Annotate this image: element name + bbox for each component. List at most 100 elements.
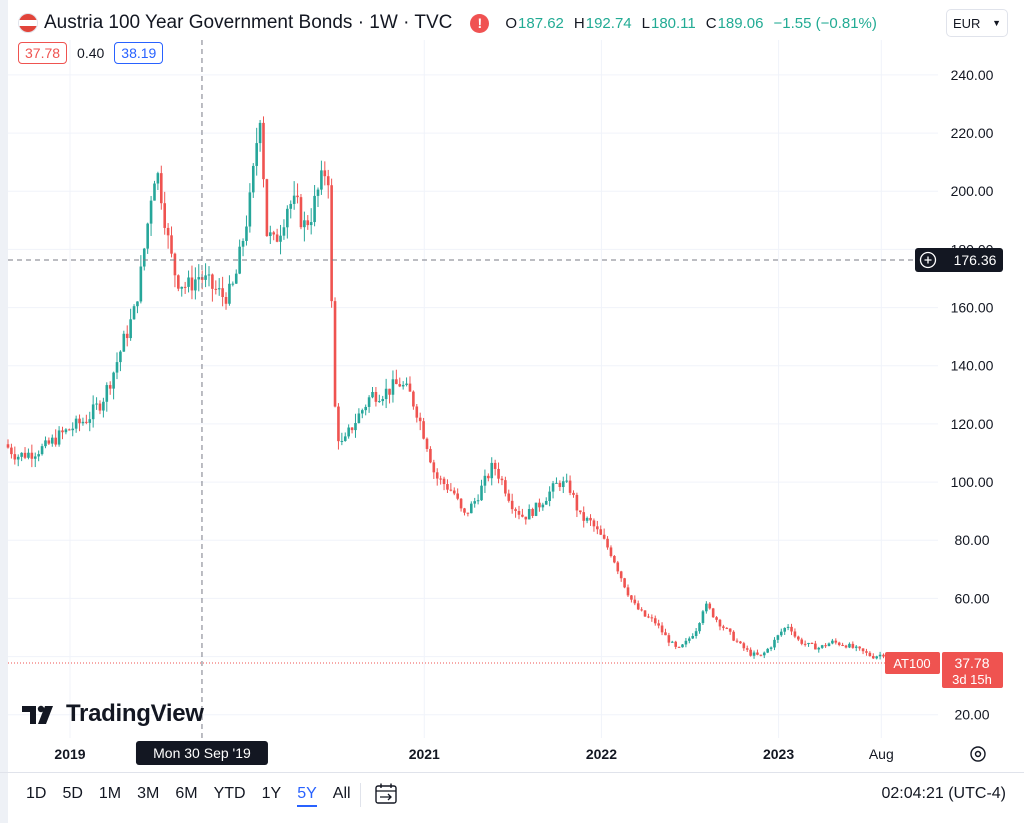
candle-body <box>469 503 473 514</box>
candle-body <box>555 482 558 484</box>
candle-body <box>582 512 586 521</box>
candle-body <box>357 413 361 424</box>
candle-body <box>647 616 650 618</box>
candle-body <box>749 649 752 656</box>
candle-body <box>674 641 677 647</box>
candle-body <box>163 203 167 228</box>
candle-body <box>790 626 793 632</box>
warning-icon[interactable]: ! <box>470 13 490 33</box>
timeframe-5y[interactable]: 5Y <box>297 785 317 807</box>
indicator-left-value[interactable]: 37.78 <box>18 42 68 64</box>
candle-body <box>398 384 402 387</box>
change-value: −1.55 (−0.81%) <box>773 14 877 32</box>
candle-body <box>429 448 432 463</box>
candle-body <box>609 547 613 557</box>
symbol-title[interactable]: Austria 100 Year Government Bonds · 1W ·… <box>44 12 453 33</box>
candle-body <box>289 203 293 209</box>
candle-body <box>766 648 769 653</box>
timeframe-6m[interactable]: 6M <box>175 785 198 802</box>
timeframe-1d[interactable]: 1D <box>26 785 47 802</box>
candle-body <box>272 232 276 235</box>
candle-body <box>524 516 528 520</box>
date-range-icon[interactable] <box>374 782 398 806</box>
candle-body <box>633 599 637 604</box>
candle-body <box>507 493 511 501</box>
candle-body <box>347 427 350 437</box>
candle-body <box>85 421 88 423</box>
candle-body <box>105 385 109 402</box>
time-tick-label: 2021 <box>409 746 440 762</box>
candle-body <box>490 462 494 479</box>
add-alert-icon <box>919 251 937 269</box>
candle-body <box>211 274 214 289</box>
candle-body <box>773 639 776 648</box>
candle-body <box>500 478 504 481</box>
candle-body <box>279 235 282 242</box>
timeframe-3m[interactable]: 3M <box>137 785 160 802</box>
candle-body <box>23 452 27 458</box>
symbol-header: Austria 100 Year Government Bonds · 1W ·… <box>18 8 877 38</box>
candle-body <box>640 609 643 611</box>
timeframe-ytd[interactable]: YTD <box>213 785 246 802</box>
candle-body <box>166 227 170 236</box>
candle-body <box>316 189 320 196</box>
candle-body <box>286 208 289 228</box>
candle-body <box>684 640 688 645</box>
price-tick-label: 60.00 <box>954 590 989 606</box>
candle-body <box>425 438 429 449</box>
candle-body <box>456 493 459 499</box>
price-tick-label: 80.00 <box>954 532 989 548</box>
candle-body <box>190 277 194 291</box>
candle-body <box>827 643 831 647</box>
price-chart[interactable]: 240.00220.00200.00180.00160.00140.00120.… <box>0 0 1024 772</box>
currency-select[interactable]: EUR ▼ <box>946 9 1008 37</box>
candle-body <box>57 430 61 445</box>
candle-body <box>616 562 620 572</box>
candle-body <box>183 286 187 288</box>
candle-body <box>153 183 156 201</box>
candle-body <box>762 652 766 656</box>
candle-body <box>752 652 756 656</box>
candle-body <box>745 648 749 650</box>
candle-body <box>330 185 333 302</box>
candle-body <box>255 143 258 166</box>
candle-body <box>122 333 126 352</box>
candle-body <box>37 454 40 457</box>
candle-body <box>783 627 787 632</box>
candle-body <box>551 483 555 492</box>
timeframe-all[interactable]: All <box>332 785 351 802</box>
grid-lines <box>8 40 938 738</box>
candle-body <box>207 274 211 276</box>
price-tick-label: 140.00 <box>951 358 994 374</box>
timeframe-5d[interactable]: 5D <box>62 785 83 802</box>
countdown-text: 3d 15h <box>952 672 992 687</box>
candle-body <box>326 176 330 186</box>
clock-timezone[interactable]: 02:04:21 (UTC-4) <box>881 785 1007 802</box>
candle-body <box>354 423 357 431</box>
candle-body <box>231 283 235 285</box>
candle-body <box>197 277 201 280</box>
time-tick-label: 2023 <box>763 746 794 762</box>
candle-body <box>159 173 163 204</box>
timeframe-1y[interactable]: 1Y <box>261 785 282 802</box>
candle-body <box>119 351 122 363</box>
candle-body <box>149 200 153 224</box>
candle-body <box>395 379 398 385</box>
candle-body <box>214 288 218 290</box>
candle-body <box>776 635 780 640</box>
candle-body <box>463 508 466 513</box>
candle-body <box>694 631 698 637</box>
candle-body <box>439 478 442 480</box>
candle-body <box>487 475 490 479</box>
candle-body <box>817 647 821 650</box>
candle-body <box>360 410 364 414</box>
price-tick-label: 200.00 <box>951 183 994 199</box>
timeframe-1m[interactable]: 1M <box>98 785 122 802</box>
candle-body <box>88 419 92 423</box>
candle-body <box>732 631 735 641</box>
candle-body <box>102 401 105 411</box>
candle-body <box>660 625 664 633</box>
indicator-right-value[interactable]: 38.19 <box>114 42 164 64</box>
symbol-price-tag <box>885 652 940 675</box>
candle-body <box>531 509 534 516</box>
